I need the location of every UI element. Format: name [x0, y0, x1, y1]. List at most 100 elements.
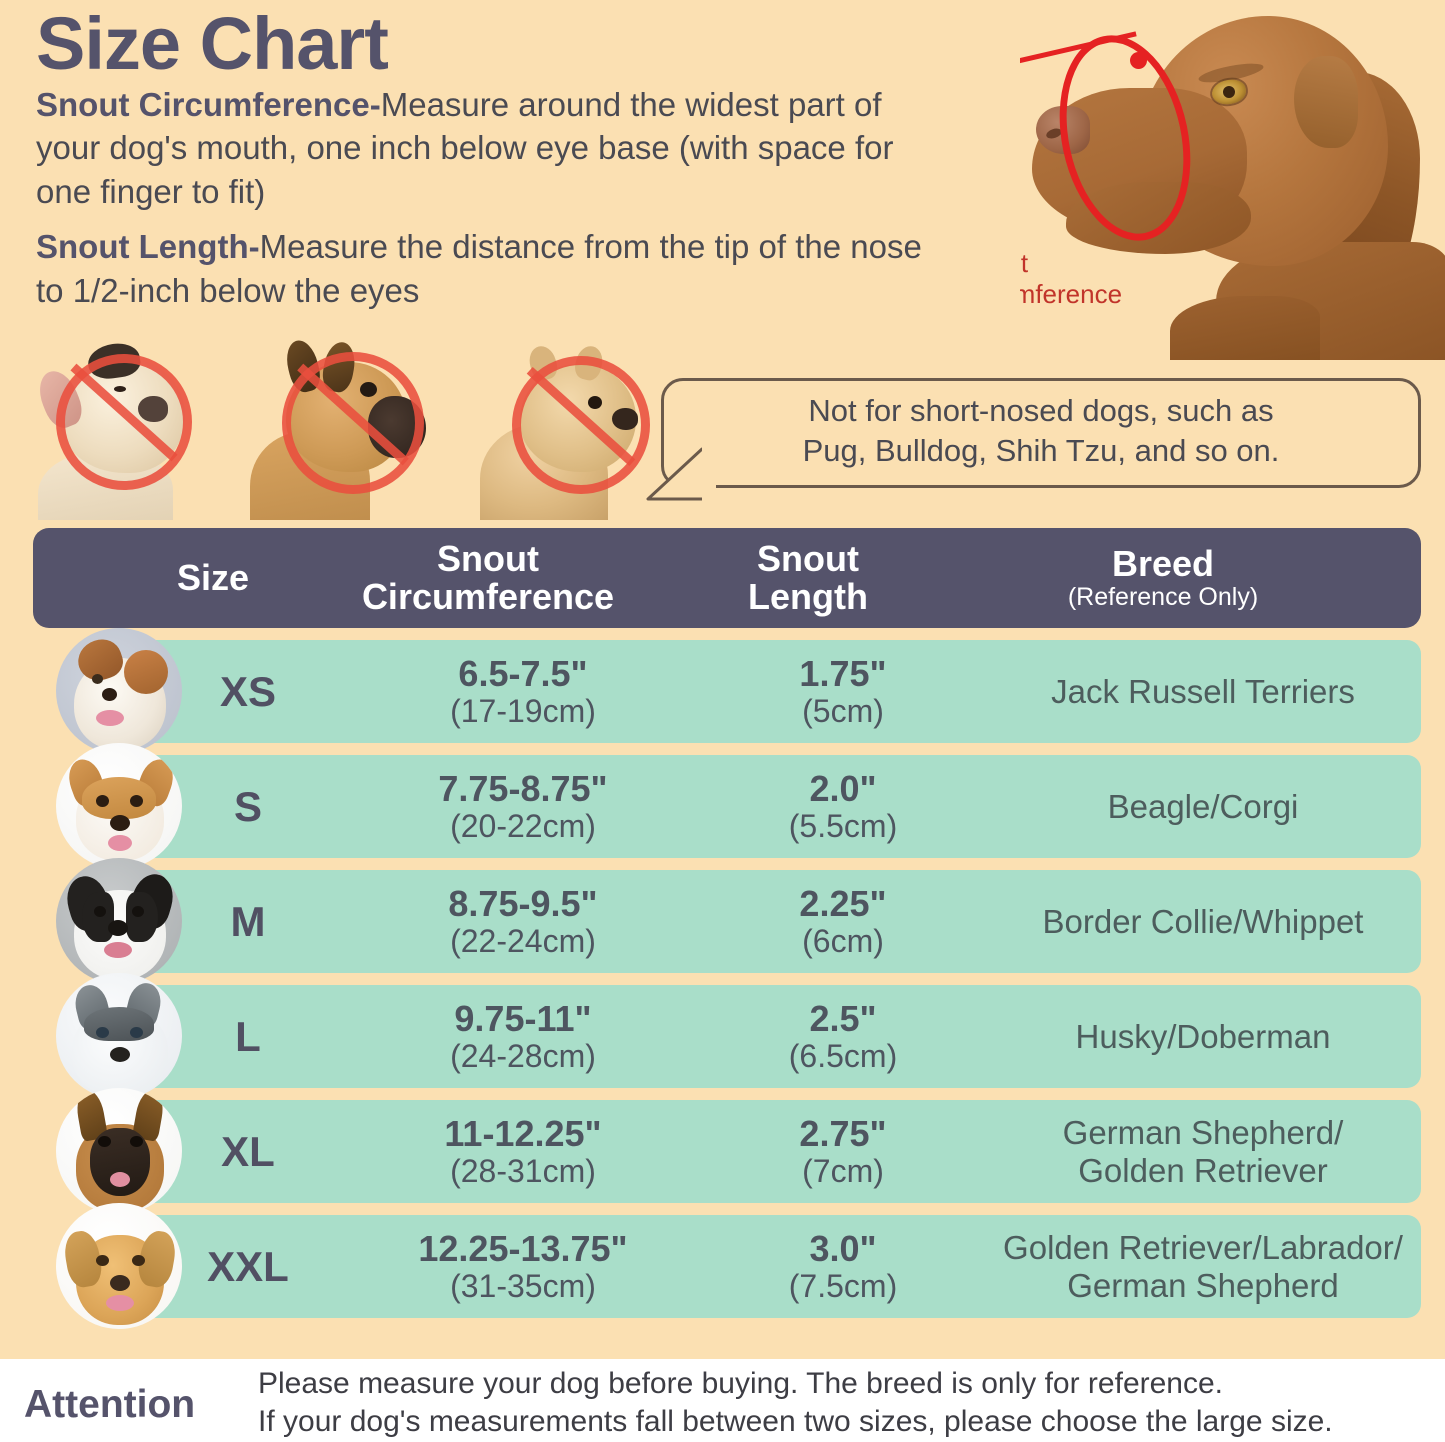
cell-snout-circumference: 11-12.25" (28-31cm) [343, 1100, 703, 1203]
prohibition-circle-icon [282, 352, 424, 494]
column-header-len-line2: Length [748, 576, 868, 617]
cell-circ-inches: 7.75-8.75" [438, 767, 608, 809]
banned-dog-pomeranian [476, 340, 676, 520]
row-background [135, 985, 1421, 1088]
banned-dog-bulldog-puppy [28, 340, 228, 520]
cell-snout-circumference: 6.5-7.5" (17-19cm) [343, 640, 703, 743]
cell-breed: German Shepherd/ Golden Retriever [988, 1100, 1418, 1203]
column-header-breed: Breed (Reference Only) [953, 528, 1373, 628]
cell-breed: Border Collie/Whippet [988, 870, 1418, 973]
prohibition-circle-icon [56, 354, 192, 490]
cell-breed-line1: Beagle/Corgi [1107, 787, 1299, 825]
unsuitable-breeds-photos [28, 340, 678, 520]
breed-thumbnail-german-shepherd [56, 1088, 182, 1214]
cell-circ-cm: (22-24cm) [450, 922, 596, 959]
cell-len-cm: (6cm) [802, 922, 884, 959]
dog-ear-fold [1294, 56, 1358, 148]
table-row: XXL 12.25-13.75" (31-35cm) 3.0" (7.5cm) … [33, 1203, 1421, 1329]
cell-snout-length: 2.75" (7cm) [718, 1100, 968, 1203]
cell-breed-line1: Husky/Doberman [1075, 1017, 1331, 1055]
cell-len-inches: 2.75" [799, 1112, 887, 1154]
cell-size: S [233, 782, 262, 830]
cell-snout-circumference: 8.75-9.5" (22-24cm) [343, 870, 703, 973]
breed-thumbnail-border-collie [56, 858, 182, 984]
snout-length-description: Snout Length-Measure the distance from t… [36, 225, 941, 312]
prohibition-circle-icon [512, 356, 650, 494]
cell-circ-cm: (20-22cm) [450, 807, 596, 844]
cell-size: L [235, 1012, 261, 1060]
column-header-breed-sub: (Reference Only) [1067, 583, 1259, 612]
row-background [135, 870, 1421, 973]
diagram-snout-circumference-label: Smout Circumference [1020, 248, 1122, 309]
row-background [135, 755, 1421, 858]
warning-line-1: Not for short-nosed dogs, such as [808, 393, 1274, 428]
cell-len-inches: 2.25" [799, 882, 887, 924]
cell-len-inches: 3.0" [809, 1227, 877, 1269]
cell-len-cm: (6.5cm) [788, 1037, 898, 1074]
column-header-snout-circumference: Snout Circumference [308, 528, 668, 628]
cell-size: XL [221, 1127, 275, 1175]
attention-line-2: If your dog's measurements fall between … [258, 1405, 1333, 1439]
snout-circumference-text: Measure around the widest part of your d… [36, 85, 894, 210]
cell-len-inches: 1.75" [799, 652, 887, 694]
table-row: L 9.75-11" (24-28cm) 2.5" (6.5cm) Husky/… [33, 973, 1421, 1099]
warning-bubble: Not for short-nosed dogs, such as Pug, B… [661, 378, 1421, 488]
size-table: Size Snout Circumference Snout Length Br… [33, 528, 1421, 1329]
cell-circ-inches: 6.5-7.5" [458, 652, 588, 694]
row-background [135, 640, 1421, 743]
table-row: XS 6.5-7.5" (17-19cm) 1.75" (5cm) Jack R… [33, 628, 1421, 754]
cell-circ-inches: 11-12.25" [444, 1112, 602, 1154]
cell-breed: Husky/Doberman [988, 985, 1418, 1088]
breed-thumbnail-corgi [56, 743, 182, 869]
cell-breed: Jack Russell Terriers [988, 640, 1418, 743]
banned-dog-french-bulldog [250, 340, 450, 520]
cell-breed: Beagle/Corgi [988, 755, 1418, 858]
cell-breed-line2: German Shepherd [1067, 1266, 1339, 1304]
intro-block: Size Chart Snout Circumference-Measure a… [36, 2, 941, 312]
cell-snout-length: 3.0" (7.5cm) [718, 1215, 968, 1318]
cell-size: XS [219, 667, 277, 715]
table-header-row: Size Snout Circumference Snout Length Br… [33, 528, 1421, 628]
snout-length-text: Measure the distance from the tip of the… [36, 228, 922, 309]
cell-snout-length: 1.75" (5cm) [718, 640, 968, 743]
warning-bubble-tail [646, 447, 716, 505]
cell-breed-line1: Border Collie/Whippet [1042, 902, 1364, 940]
dog-chest [1170, 296, 1320, 360]
diagram-snout-circumference-line1: Smout [1020, 248, 1029, 278]
cell-breed-line1: German Shepherd/ [1062, 1113, 1344, 1151]
cell-snout-length: 2.0" (5.5cm) [718, 755, 968, 858]
cell-breed-line2: Golden Retriever [1078, 1151, 1328, 1189]
cell-circ-inches: 9.75-11" [454, 997, 592, 1039]
cell-circ-cm: (31-35cm) [450, 1267, 596, 1304]
diagram-snout-circumference-line2: Circumference [1020, 278, 1123, 309]
cell-len-cm: (5cm) [802, 692, 884, 729]
dog-jaw [1066, 182, 1251, 254]
row-background [135, 1100, 1421, 1203]
row-background [135, 1215, 1421, 1318]
breed-thumbnail-golden-retriever [56, 1203, 182, 1329]
attention-line-1: Please measure your dog before buying. T… [258, 1367, 1224, 1400]
cell-circ-cm: (28-31cm) [450, 1152, 596, 1189]
dog-nose [1036, 106, 1090, 154]
column-header-size: Size [176, 557, 250, 599]
vizsla-dog-photo: Snout Length Smout Circumference [1020, 0, 1445, 360]
warning-line-2: Pug, Bulldog, Shih Tzu, and so on. [802, 432, 1280, 468]
column-header-circ-line1: Snout [437, 538, 539, 580]
breed-thumbnail-husky [56, 973, 182, 1099]
snout-length-label: Snout Length- [36, 228, 260, 266]
attention-text: Please measure your dog before buying. T… [258, 1365, 1438, 1442]
cell-circ-inches: 8.75-9.5" [448, 882, 598, 924]
cell-breed: Golden Retriever/Labrador/ German Shephe… [988, 1215, 1418, 1318]
breed-thumbnail-jack-russell-terrier [56, 628, 182, 754]
cell-breed-line1: Jack Russell Terriers [1051, 672, 1355, 710]
cell-snout-circumference: 9.75-11" (24-28cm) [343, 985, 703, 1088]
cell-len-cm: (7cm) [802, 1152, 884, 1189]
table-row: M 8.75-9.5" (22-24cm) 2.25" (6cm) Border… [33, 858, 1421, 984]
column-header-circ-line2: Circumference [361, 576, 615, 617]
page-title: Size Chart [36, 2, 389, 85]
cell-len-inches: 2.0" [809, 767, 877, 809]
column-header-snout-length: Snout Length [683, 528, 933, 628]
dog-pupil [1223, 86, 1235, 98]
cell-len-inches: 2.5" [809, 997, 877, 1039]
